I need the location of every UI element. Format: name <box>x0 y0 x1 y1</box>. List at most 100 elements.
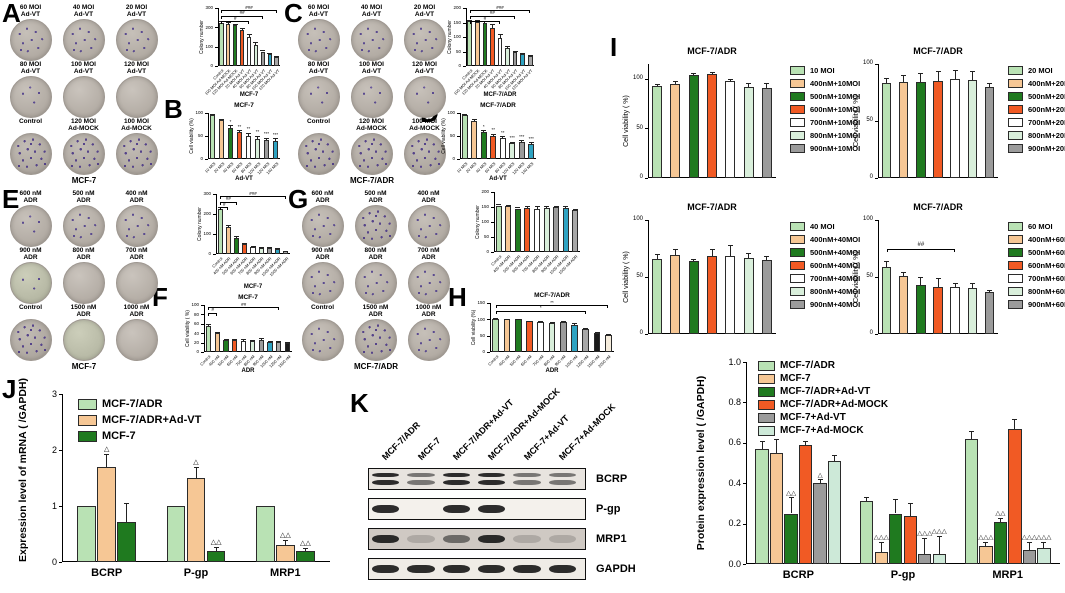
significance-mark: △△ <box>279 531 291 539</box>
error-bar <box>761 440 763 449</box>
bar <box>205 326 212 352</box>
legend-swatch <box>1008 248 1023 257</box>
error-bar-cap <box>759 440 765 442</box>
chart-colony-number-mcf7adr-advt: Colony number 0 50 100 150 200 Control 100 MOI … <box>446 2 538 100</box>
error-bar-cap <box>901 75 907 77</box>
y-tick-label: 100 <box>477 316 485 322</box>
bar <box>933 287 943 334</box>
error-bar-cap <box>497 34 503 36</box>
significance-mark: * <box>229 118 232 124</box>
error-bar-cap <box>884 261 890 263</box>
petri-dish <box>62 133 105 175</box>
chart-mrna-expression: Expression level of mRNA ( /GAPDH) 0 1 2 3 BC… <box>16 378 334 588</box>
error-bar-cap <box>817 479 823 481</box>
bar <box>916 82 926 178</box>
bar <box>964 438 979 564</box>
blot-band <box>442 480 470 485</box>
chart-viability-combo-10moi: MCF-7/ADR Cell viability ( %) 0 50 100 <box>622 46 780 186</box>
blot-band <box>372 480 400 485</box>
y-tick-label: 100 <box>203 231 211 237</box>
error-bar-cap <box>997 517 1003 519</box>
bar <box>497 37 503 66</box>
dish-cell: 120 MOI Ad-MOCK <box>345 118 398 175</box>
significance-bracket <box>469 10 531 13</box>
legend-label: 600nM+10MOI <box>810 105 861 114</box>
error-bar <box>656 254 658 259</box>
error-bar <box>766 256 768 260</box>
panel-label-K: K <box>350 388 369 418</box>
dish-cell: 100 MOI Ad-VT <box>57 61 110 118</box>
blot-band <box>442 505 470 513</box>
bar <box>967 79 977 178</box>
blot-band <box>513 473 541 477</box>
bar <box>827 460 842 564</box>
bar <box>993 521 1008 564</box>
error-bar-cap <box>490 133 496 135</box>
chart-viability-combo-60moi: MCF-7/ADR Cell viability ( %) 0 50 100 ## <box>852 202 1002 342</box>
blot-strip <box>368 558 586 580</box>
error-bar-cap <box>878 541 884 543</box>
petri-dish <box>9 205 52 247</box>
blot-band <box>407 480 435 485</box>
error-bar-cap <box>505 204 511 206</box>
bar <box>267 54 272 66</box>
chart-title: MCF-7/ADR <box>913 46 963 56</box>
error-bar <box>805 440 807 445</box>
bar <box>253 44 259 66</box>
chart-colony-number-mcf7-advt: Colony number 0 100 200 300 Control 100 MOI Ad… <box>198 2 284 100</box>
y-tick-label: 0.8 <box>728 397 741 407</box>
blot-band <box>442 473 470 477</box>
error-bar-cap <box>471 118 477 120</box>
error-bar-cap <box>986 289 992 291</box>
significance-bracket <box>220 207 229 210</box>
bar <box>725 256 736 334</box>
bar <box>933 81 943 178</box>
bar <box>1008 428 1022 564</box>
y-tick-label: 300 <box>205 5 213 11</box>
y-tick-label: 100 <box>195 110 203 116</box>
legend-label: MCF-7 <box>102 430 136 442</box>
panel-label-G: G <box>288 184 309 214</box>
x-axis-title: MCF-7/ADR <box>483 92 517 98</box>
y-tick-mark <box>491 237 494 238</box>
legend-item: MCF-7/ADR <box>758 360 835 371</box>
dish-cell: 700 nM ADR <box>110 247 163 304</box>
significance-bracket <box>221 15 263 19</box>
y-tick-label: 100 <box>447 110 455 116</box>
bar <box>474 21 480 66</box>
petri-dish <box>297 133 340 175</box>
dish-label: 1000 nM ADR <box>415 304 442 319</box>
significance-bracket-label: ## <box>241 301 247 307</box>
legend-combo-10moi: 10 MOI 400nM+10MOI 500nM+10MOI 600nM+10M… <box>790 66 860 157</box>
bar <box>283 251 289 254</box>
x-category-label: BCRP <box>91 567 123 579</box>
y-tick-label: 100 <box>481 219 489 225</box>
bar <box>482 23 488 66</box>
y-tick-mark <box>487 319 490 321</box>
significance-mark: *** <box>263 131 270 137</box>
dish-cell: 800 nM ADR <box>57 247 110 304</box>
dish-cell: 120 MOI Ad-MOCK <box>57 118 110 175</box>
error-bar-cap <box>986 83 992 85</box>
legend-swatch <box>790 118 805 127</box>
petri-dish <box>354 319 397 361</box>
bar <box>514 319 522 352</box>
dish-cell: Control <box>4 304 57 361</box>
chart-viability-mcf7-advt: MCF-7 Cell viability (%) 0 50 100 10 MOI 20 MO… <box>188 102 284 184</box>
legend-item: MCF-7 <box>78 430 136 442</box>
x-axis-title: Ad-VT <box>489 176 507 182</box>
error-bar <box>266 137 267 141</box>
y-tick-label: 0.0 <box>728 558 741 569</box>
chart-title: MCF-7 <box>234 102 254 109</box>
x-axis-title: MCF-7 <box>243 284 263 290</box>
y-tick-label: 20 <box>193 339 199 345</box>
bar <box>186 478 206 562</box>
bar <box>967 288 977 334</box>
dish-label: 40 MOI Ad-VT <box>72 4 95 19</box>
y-tick-label: 0.2 <box>728 518 741 529</box>
error-bar-cap <box>213 546 219 548</box>
x-category-label: MRP1 <box>270 567 301 579</box>
